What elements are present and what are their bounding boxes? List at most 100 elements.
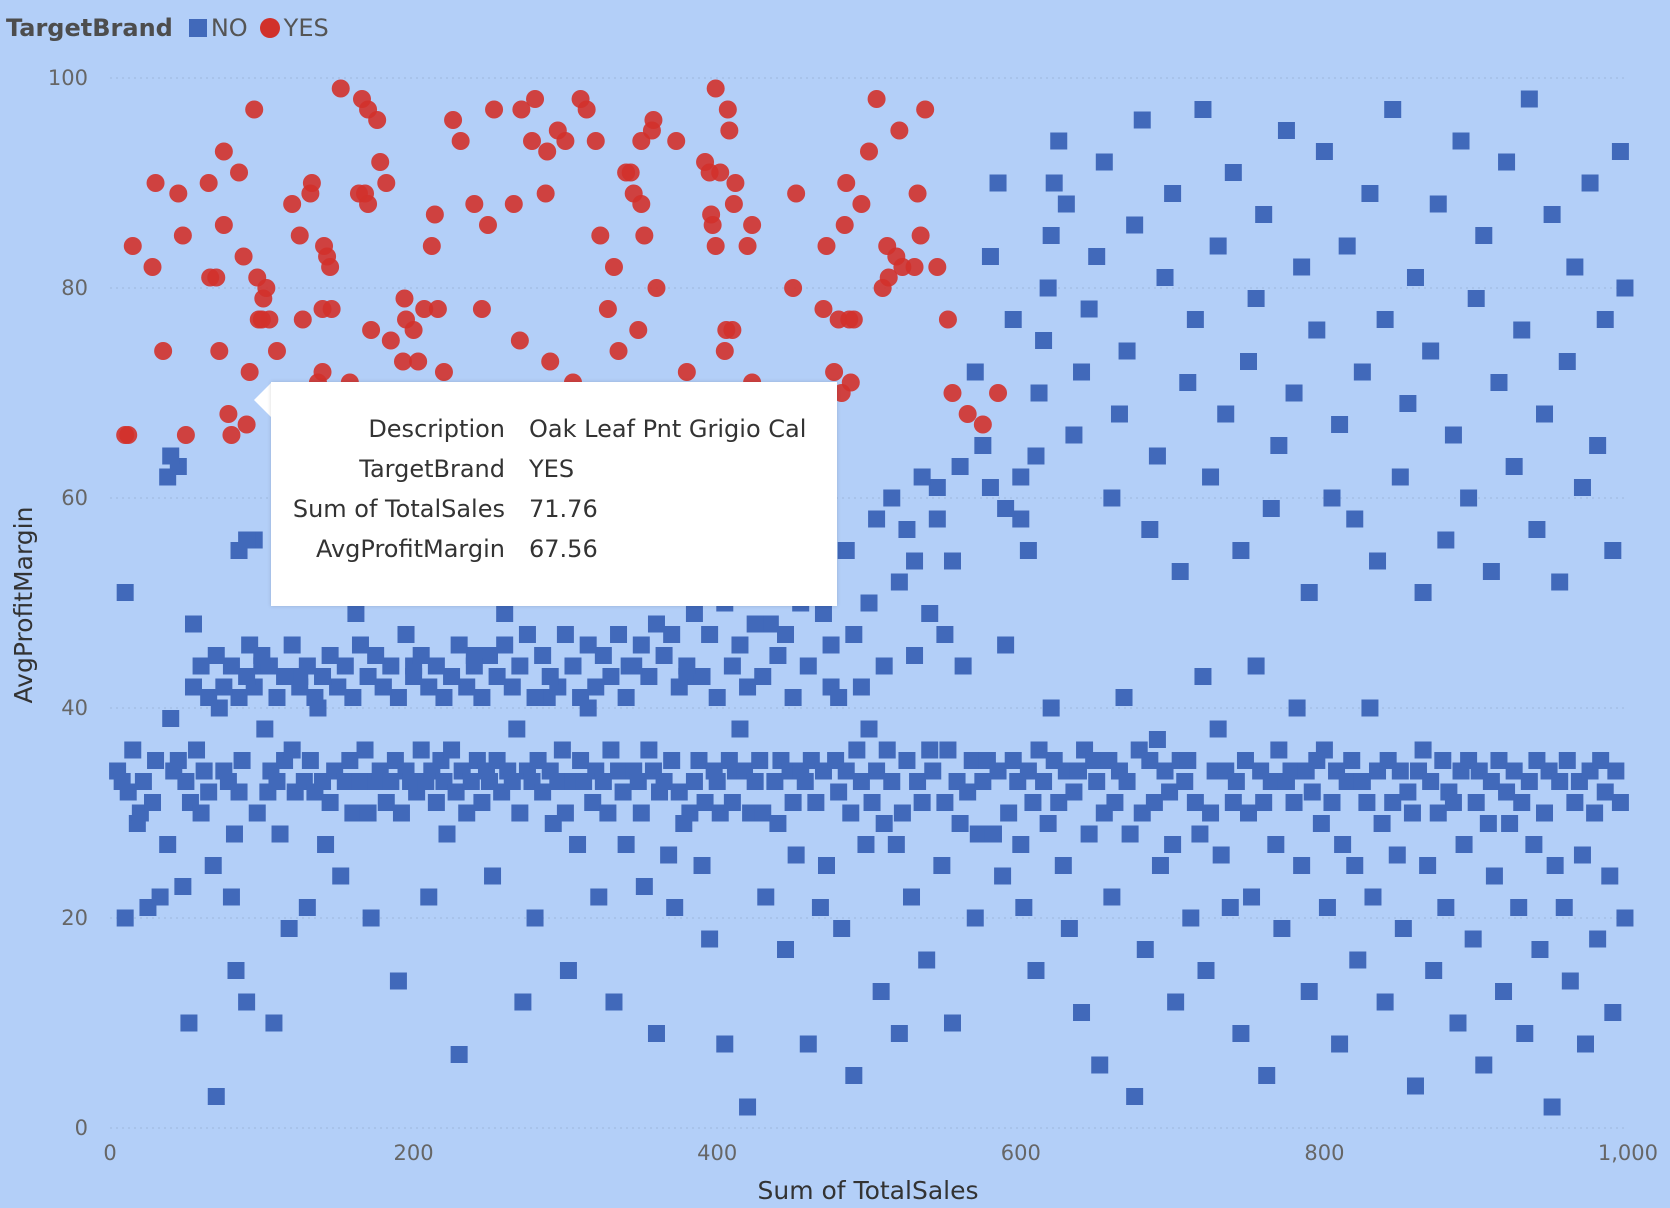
no-point[interactable] (301, 752, 319, 769)
yes-point[interactable] (835, 216, 854, 234)
no-point[interactable] (1349, 951, 1367, 969)
no-point[interactable] (1551, 573, 1569, 591)
no-point[interactable] (192, 657, 210, 675)
no-point[interactable] (693, 857, 711, 874)
no-point[interactable] (997, 500, 1015, 517)
no-point[interactable] (708, 773, 726, 790)
no-point[interactable] (1085, 752, 1103, 769)
no-point[interactable] (1516, 1025, 1534, 1042)
no-point[interactable] (610, 626, 628, 643)
no-point[interactable] (796, 773, 814, 790)
no-point[interactable] (298, 899, 316, 916)
yes-point[interactable] (257, 279, 276, 297)
no-point[interactable] (678, 657, 696, 675)
yes-point[interactable] (629, 321, 648, 339)
no-point[interactable] (169, 752, 187, 769)
no-point[interactable] (1088, 248, 1106, 265)
yes-point[interactable] (703, 216, 722, 234)
no-point[interactable] (1376, 993, 1394, 1011)
no-point[interactable] (1156, 762, 1174, 780)
no-point[interactable] (420, 888, 438, 906)
yes-point[interactable] (377, 174, 396, 192)
no-point[interactable] (1346, 510, 1364, 528)
no-point[interactable] (863, 794, 881, 811)
no-point[interactable] (1191, 825, 1209, 843)
no-point[interactable] (1422, 342, 1440, 360)
no-point[interactable] (1475, 227, 1493, 244)
no-point[interactable] (268, 689, 286, 706)
no-point[interactable] (1513, 794, 1531, 811)
no-point[interactable] (1285, 794, 1303, 811)
yes-point[interactable] (313, 363, 332, 381)
no-point[interactable] (569, 836, 587, 853)
no-point[interactable] (1293, 258, 1311, 276)
yes-point[interactable] (219, 405, 238, 423)
yes-point[interactable] (504, 195, 523, 213)
no-point[interactable] (1277, 122, 1295, 139)
no-point[interactable] (1361, 699, 1379, 717)
no-point[interactable] (1490, 374, 1508, 391)
no-point[interactable] (473, 794, 491, 811)
no-point[interactable] (602, 668, 620, 685)
no-point[interactable] (1057, 195, 1075, 213)
no-point[interactable] (1024, 794, 1042, 811)
no-point[interactable] (256, 720, 274, 738)
yes-point[interactable] (726, 174, 745, 192)
no-point[interactable] (954, 657, 972, 675)
no-point[interactable] (359, 668, 377, 685)
yes-point[interactable] (485, 100, 504, 119)
yes-point[interactable] (724, 195, 743, 213)
no-point[interactable] (233, 752, 251, 769)
no-point[interactable] (1197, 962, 1215, 979)
no-point[interactable] (1536, 405, 1554, 423)
no-point[interactable] (291, 678, 309, 696)
no-point[interactable] (974, 773, 992, 790)
no-point[interactable] (1513, 321, 1531, 339)
no-point[interactable] (227, 962, 245, 979)
no-point[interactable] (1212, 846, 1230, 864)
no-point[interactable] (1303, 783, 1321, 801)
no-point[interactable] (1611, 143, 1629, 160)
no-point[interactable] (159, 468, 177, 486)
no-point[interactable] (443, 741, 461, 759)
no-point[interactable] (367, 647, 385, 664)
no-point[interactable] (625, 657, 643, 675)
no-point[interactable] (496, 605, 514, 622)
no-point[interactable] (754, 668, 772, 685)
no-point[interactable] (875, 815, 893, 832)
no-point[interactable] (1604, 542, 1622, 559)
no-point[interactable] (1543, 1098, 1561, 1116)
no-point[interactable] (1232, 542, 1250, 559)
no-point[interactable] (382, 657, 400, 675)
yes-point[interactable] (322, 300, 341, 318)
no-point[interactable] (1300, 983, 1318, 1000)
no-point[interactable] (852, 773, 870, 790)
no-point[interactable] (1364, 888, 1382, 906)
no-point[interactable] (784, 794, 802, 811)
yes-point[interactable] (723, 321, 742, 339)
no-point[interactable] (1403, 804, 1421, 822)
no-point[interactable] (906, 552, 924, 570)
no-point[interactable] (162, 447, 180, 465)
no-point[interactable] (655, 773, 673, 790)
no-point[interactable] (860, 720, 878, 738)
no-point[interactable] (635, 878, 653, 895)
no-point[interactable] (599, 804, 617, 822)
no-point[interactable] (1270, 741, 1288, 759)
no-point[interactable] (1209, 237, 1227, 255)
no-point[interactable] (837, 542, 855, 559)
no-point[interactable] (204, 857, 222, 874)
no-point[interactable] (392, 804, 410, 822)
no-point[interactable] (761, 615, 779, 633)
no-point[interactable] (1576, 1035, 1594, 1053)
no-point[interactable] (924, 762, 942, 780)
no-point[interactable] (450, 1046, 468, 1063)
no-point[interactable] (1353, 773, 1371, 790)
no-point[interactable] (1186, 794, 1204, 811)
yes-point[interactable] (222, 426, 241, 444)
no-point[interactable] (225, 825, 243, 843)
yes-point[interactable] (825, 363, 844, 381)
no-point[interactable] (1566, 794, 1584, 811)
no-point[interactable] (1103, 888, 1121, 906)
no-point[interactable] (1358, 794, 1376, 811)
